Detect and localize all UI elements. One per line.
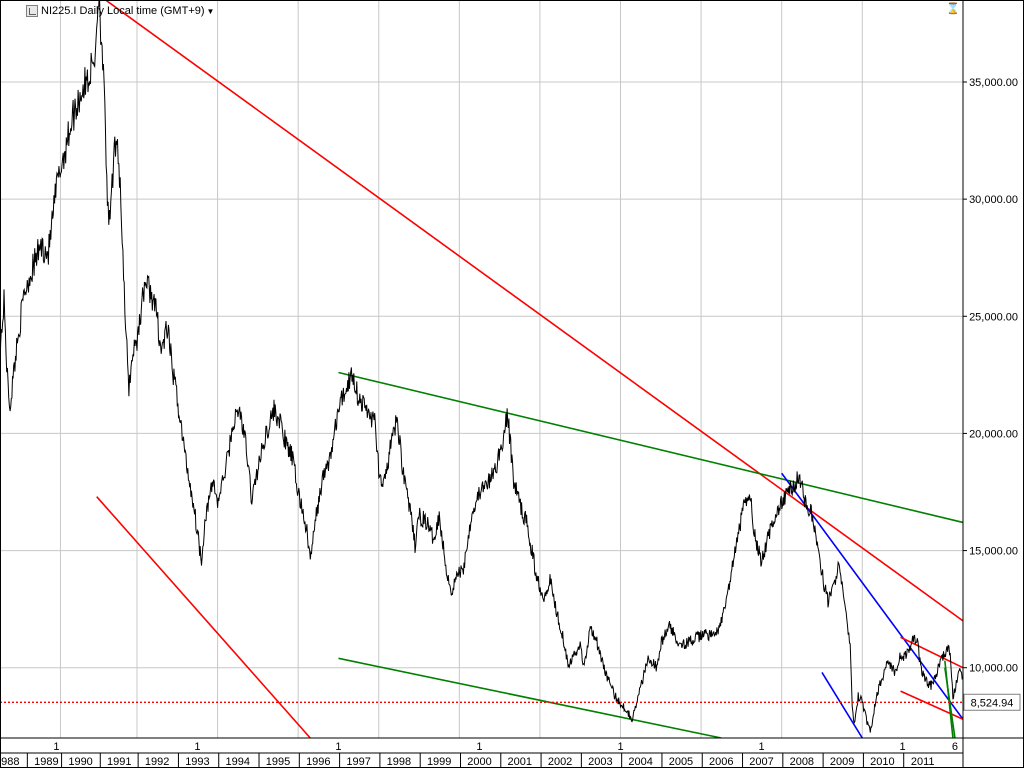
time-axis-year-label: 1988 — [0, 756, 19, 768]
time-axis-year-label: 1998 — [387, 756, 411, 768]
time-axis-year-label: 2011 — [911, 756, 935, 768]
trendline-red[interactable] — [900, 636, 964, 669]
trendline-red[interactable] — [96, 496, 311, 739]
time-axis-year-label: 1994 — [225, 756, 249, 768]
time-axis-year-label: 2002 — [548, 756, 572, 768]
price-axis-label: 15,000.00 — [969, 546, 1018, 558]
hourglass-close-icon[interactable]: ⌛ — [946, 3, 960, 15]
grid-lines — [0, 0, 963, 738]
time-axis-year-label: 2003 — [588, 756, 612, 768]
time-axis-year-label: 2007 — [749, 756, 773, 768]
time-axis-year-label: 2008 — [790, 756, 814, 768]
time-axis-period-mark: 1 — [53, 741, 59, 753]
time-axis-year-label: 1995 — [266, 756, 290, 768]
time-axis-year-label: 1992 — [145, 756, 169, 768]
trendline-red[interactable] — [900, 690, 964, 720]
price-axis-label: 20,000.00 — [969, 428, 1018, 440]
time-axis-year-label: 1989 — [34, 756, 58, 768]
price-axis-label: 30,000.00 — [969, 194, 1018, 206]
price-line — [0, 0, 963, 733]
time-axis-period-mark: 1 — [899, 741, 905, 753]
price-axis-panel — [963, 0, 1024, 768]
time-axis[interactable]: 1 1 1 1 1 1 1 6 1988 1989 1990 1991 1992 1993 1994 1995… — [0, 741, 958, 768]
time-axis-year-label: 2001 — [508, 756, 532, 768]
time-axis-year-label: 1996 — [306, 756, 330, 768]
time-axis-year-label: 2005 — [669, 756, 693, 768]
trendline-green[interactable] — [338, 371, 964, 524]
level-value-label: 8,524.94 — [971, 697, 1014, 709]
price-axis[interactable]: 10,000.00 15,000.00 20,000.00 25,000.00 30,0… — [963, 77, 1021, 711]
time-axis-year-label: 1990 — [68, 756, 92, 768]
time-axis-period-mark: 6 — [952, 741, 958, 753]
time-axis-year-label: 1993 — [185, 756, 209, 768]
triangle-down-icon[interactable]: ▼ — [206, 6, 215, 16]
trendline-red[interactable] — [93, 0, 964, 622]
time-axis-year-label: 1999 — [427, 756, 451, 768]
trendline-green[interactable] — [338, 657, 722, 739]
time-axis-period-mark: 1 — [476, 741, 482, 753]
time-axis-year-label: 2000 — [467, 756, 491, 768]
time-axis-period-mark: 1 — [758, 741, 764, 753]
price-axis-label: 25,000.00 — [969, 311, 1018, 323]
chart-title: NI225.I Daily Local time (GMT+9) — [41, 5, 205, 17]
price-series — [0, 0, 963, 733]
time-axis-year-label: 2010 — [870, 756, 894, 768]
chart-title-bar[interactable]: NI225.I Daily Local time (GMT+9) ▼ — [26, 3, 214, 19]
level-value-box — [963, 693, 1021, 711]
time-axis-period-mark: 1 — [617, 741, 623, 753]
trendline-blue[interactable] — [821, 671, 863, 739]
price-axis-label: 10,000.00 — [969, 663, 1018, 675]
time-axis-year-label: 2006 — [709, 756, 733, 768]
time-axis-year-label: 1991 — [107, 756, 131, 768]
time-axis-year-label: 1997 — [346, 756, 370, 768]
time-axis-year-label: 2009 — [830, 756, 854, 768]
time-axis-year-label: 2004 — [628, 756, 652, 768]
time-axis-period-mark: 1 — [335, 741, 341, 753]
chart-icon — [26, 5, 38, 17]
time-axis-period-mark: 1 — [194, 741, 200, 753]
price-axis-label: 35,000.00 — [969, 77, 1018, 89]
